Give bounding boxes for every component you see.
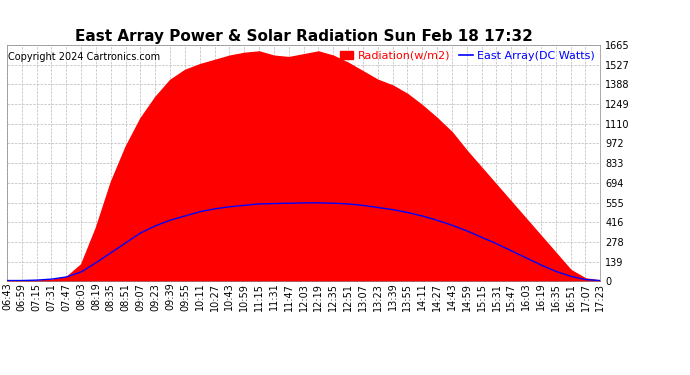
Legend: Radiation(w/m2), East Array(DC Watts): Radiation(w/m2), East Array(DC Watts) bbox=[340, 51, 595, 60]
Text: Copyright 2024 Cartronics.com: Copyright 2024 Cartronics.com bbox=[8, 52, 160, 62]
Title: East Array Power & Solar Radiation Sun Feb 18 17:32: East Array Power & Solar Radiation Sun F… bbox=[75, 29, 533, 44]
